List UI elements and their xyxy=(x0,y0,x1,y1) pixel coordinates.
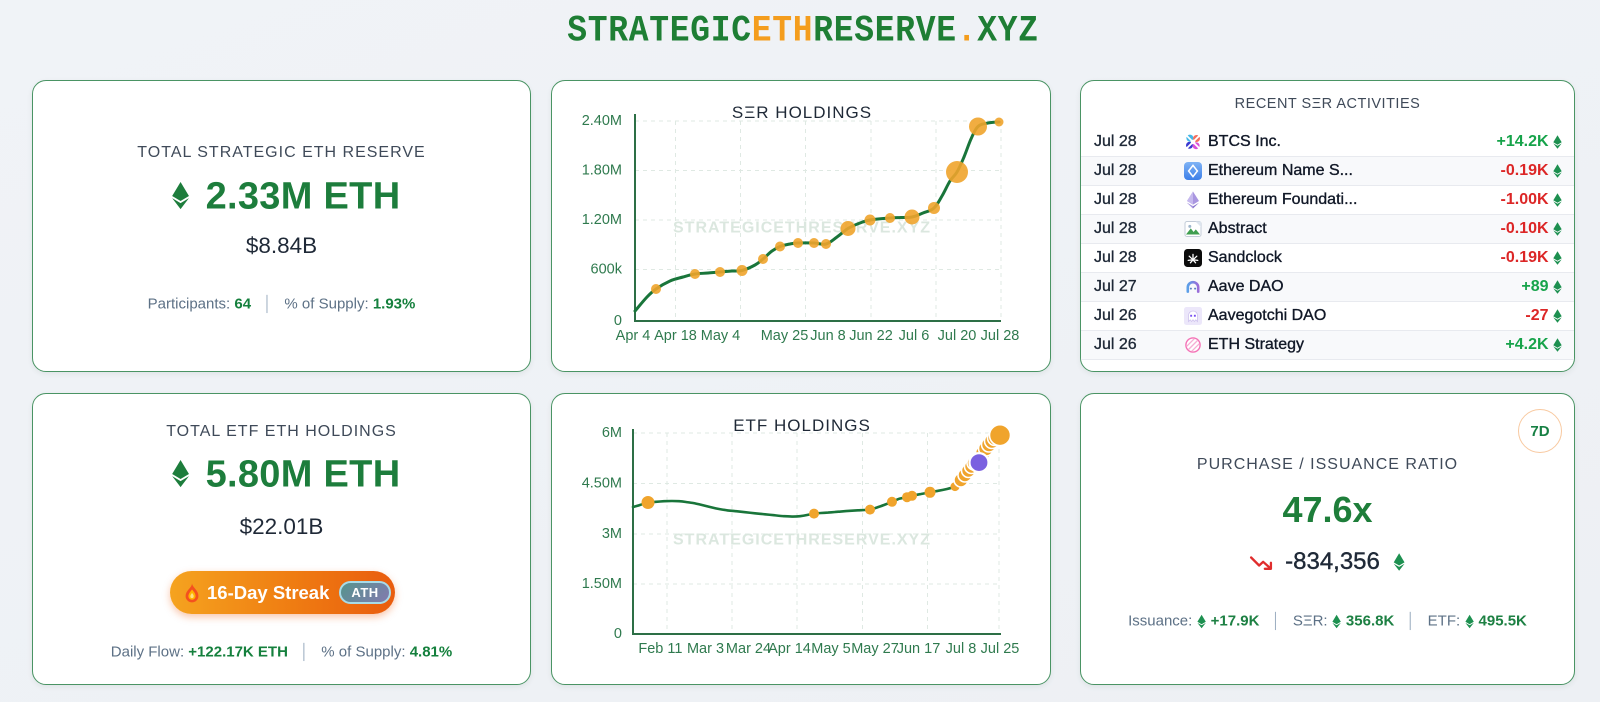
svg-text:May 25: May 25 xyxy=(761,328,809,344)
svg-text:ETF HOLDINGS: ETF HOLDINGS xyxy=(733,416,871,435)
svg-text:May 4: May 4 xyxy=(701,328,741,344)
svg-text:Jul 28: Jul 28 xyxy=(981,328,1020,344)
svg-text:Jul 8: Jul 8 xyxy=(946,641,977,657)
svg-text:1.50M: 1.50M xyxy=(582,576,622,592)
svg-text:Jun 22: Jun 22 xyxy=(849,328,893,344)
svg-text:Feb 11: Feb 11 xyxy=(638,641,682,657)
svg-text:May 5: May 5 xyxy=(811,641,851,657)
svg-text:1.80M: 1.80M xyxy=(582,163,622,179)
svg-text:SΞR HOLDINGS: SΞR HOLDINGS xyxy=(732,103,872,122)
svg-text:Mar 3: Mar 3 xyxy=(687,641,724,657)
svg-text:Jun 17: Jun 17 xyxy=(897,641,941,657)
svg-text:STRATEGICETHRESERVE.XYZ: STRATEGICETHRESERVE.XYZ xyxy=(673,220,931,237)
svg-text:STRATEGICETHRESERVE.XYZ: STRATEGICETHRESERVE.XYZ xyxy=(673,532,931,549)
svg-text:2.40M: 2.40M xyxy=(582,113,622,129)
svg-text:Jun 8: Jun 8 xyxy=(810,328,845,344)
svg-text:May 27: May 27 xyxy=(851,641,899,657)
svg-text:0: 0 xyxy=(614,626,622,642)
svg-text:Apr 18: Apr 18 xyxy=(654,328,697,344)
svg-text:3M: 3M xyxy=(602,526,622,542)
svg-text:Jul 20: Jul 20 xyxy=(938,328,977,344)
svg-text:Jul 6: Jul 6 xyxy=(899,328,930,344)
svg-text:0: 0 xyxy=(614,313,622,329)
svg-text:Mar 24: Mar 24 xyxy=(726,641,771,657)
svg-text:Apr 14: Apr 14 xyxy=(768,641,811,657)
svg-text:Jul 25: Jul 25 xyxy=(981,641,1020,657)
svg-text:1.20M: 1.20M xyxy=(582,212,622,228)
svg-text:4.50M: 4.50M xyxy=(582,476,622,492)
svg-text:Apr 4: Apr 4 xyxy=(616,328,651,344)
svg-text:600k: 600k xyxy=(591,262,623,278)
svg-text:6M: 6M xyxy=(602,425,622,441)
